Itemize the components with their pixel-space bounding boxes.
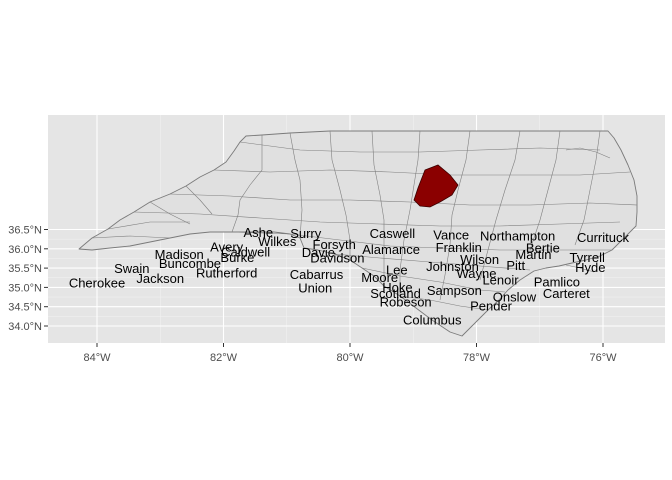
county-label-carteret: Carteret: [543, 286, 590, 301]
county-label-union: Union: [298, 280, 332, 295]
county-label-pamlico: Pamlico: [534, 275, 580, 290]
county-label-buncombe: Buncombe: [159, 256, 221, 271]
county-label-pender: Pender: [470, 299, 513, 314]
county-label-robeson: Robeson: [380, 294, 432, 309]
county-label-columbus: Columbus: [403, 312, 462, 327]
county-labels: Ashe Surry Caswell Vance Northampton Currituc…: [69, 225, 630, 327]
y-tick-label: 34.5°N: [8, 302, 42, 314]
y-tick-label: 36.5°N: [8, 225, 42, 237]
county-label-hyde: Hyde: [575, 260, 605, 275]
county-label-caldwell: Caldwell: [221, 245, 270, 260]
y-tick-label: 35.5°N: [8, 263, 42, 275]
county-label-wayne: Wayne: [457, 266, 497, 281]
county-label-surry: Surry: [290, 226, 322, 241]
county-label-ashe: Ashe: [243, 225, 273, 240]
x-tick-label: 80°W: [336, 352, 364, 364]
county-label-lenoir: Lenoir: [482, 273, 519, 288]
highlighted-county-wake: [413, 164, 459, 208]
y-tick-label: 36.0°N: [8, 244, 42, 256]
x-tick-label: 78°W: [463, 352, 491, 364]
county-label-cabarrus: Cabarrus: [290, 267, 344, 282]
county-label-pitt: Pitt: [506, 258, 525, 273]
county-label-madison: Madison: [155, 247, 204, 262]
county-label-alamance: Alamance: [362, 242, 420, 257]
county-label-hoke: Hoke: [382, 280, 412, 295]
county-label-cherokee: Cherokee: [69, 275, 125, 290]
county-label-onslow: Onslow: [493, 290, 537, 305]
y-axis: 34.0°N 34.5°N 35.0°N 35.5°N 36.0°N 36.5°N: [8, 225, 48, 333]
county-label-wilson: Wilson: [460, 252, 499, 267]
county-label-burke: Burke: [220, 250, 254, 265]
county-label-bertie: Bertie: [526, 241, 560, 256]
county-label-johnston: Johnston: [426, 259, 479, 274]
county-label-tyrrell: Tyrrell: [569, 250, 605, 265]
county-label-davie: Davie: [302, 245, 335, 260]
county-label-wilkes: Wilkes: [258, 234, 297, 249]
county-label-caswell: Caswell: [370, 226, 416, 241]
county-label-lee: Lee: [386, 262, 408, 277]
county-label-moore: Moore: [361, 270, 398, 285]
x-tick-label: 84°W: [83, 352, 111, 364]
county-label-avery: Avery: [210, 239, 243, 254]
county-label-swain: Swain: [114, 261, 149, 276]
state-outline: [78, 130, 638, 337]
county-label-franklin: Franklin: [436, 240, 482, 255]
x-axis: 84°W 82°W 80°W 78°W 76°W: [83, 343, 617, 364]
x-tick-label: 82°W: [210, 352, 238, 364]
county-label-northampton: Northampton: [480, 228, 555, 243]
y-tick-label: 35.0°N: [8, 282, 42, 294]
county-label-vance: Vance: [433, 228, 469, 243]
county-label-jackson: Jackson: [136, 271, 184, 286]
county-label-sampson: Sampson: [427, 283, 482, 298]
y-tick-label: 34.0°N: [8, 321, 42, 333]
county-label-forsyth: Forsyth: [313, 237, 356, 252]
county-label-martin: Martin: [515, 247, 551, 262]
county-label-currituck: Currituck: [577, 230, 630, 245]
county-label-davidson: Davidson: [310, 250, 364, 265]
county-label-rutherford: Rutherford: [196, 265, 257, 280]
x-tick-label: 76°W: [589, 352, 617, 364]
county-boundaries: [91, 130, 638, 311]
county-label-scotland: Scotland: [370, 286, 421, 301]
